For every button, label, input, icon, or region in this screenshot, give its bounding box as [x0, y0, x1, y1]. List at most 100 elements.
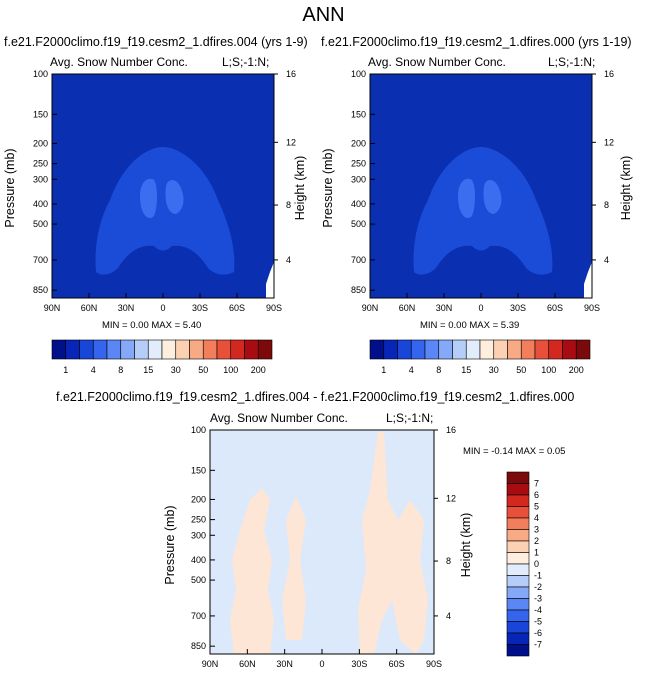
panel-3-xtick-label: 90N [202, 659, 219, 669]
panel-1-ytick-label: 300 [33, 174, 48, 184]
panel-3-xtick-label: 90S [426, 659, 442, 669]
panel-2-colorbar-box [410, 339, 426, 360]
panel-1-ytick-label: 400 [33, 199, 48, 209]
figure-title: ANN [302, 4, 345, 26]
panel-2-y2tick-label: 4 [604, 255, 609, 265]
panel-3-colorbar-label: -4 [534, 605, 542, 615]
panel-3-colorbar-box [506, 506, 530, 519]
panel-3-colorbar-box [506, 529, 530, 542]
panel-1-y2tick-label: 12 [286, 137, 296, 147]
panel-2-right-label: L;S;-1:N; [548, 55, 596, 69]
panel-1-right-label: L;S;-1:N; [222, 55, 270, 69]
panel-3-colorbar-box [506, 621, 530, 634]
panel-2-contour-inner [458, 178, 502, 218]
panel-1-contour-inner [140, 178, 184, 218]
panel-1-ytick-label: 100 [33, 69, 48, 79]
panel-2-title: f.e21.F2000climo.f19_f19.cesm2_1.dfires.… [321, 35, 632, 49]
panel-2-colorbar-box [548, 339, 563, 360]
panel-3-left-label: Avg. Snow Number Conc. [210, 411, 348, 425]
panel-2-colorbar-label: 100 [541, 365, 556, 375]
panel-3-positive-region-right [358, 432, 428, 654]
panel-3-colorbar-label: 3 [534, 525, 539, 535]
panel-2-ytick-label: 250 [351, 159, 366, 169]
panel-3-colorbar-box [506, 575, 530, 588]
panel-3-positive-region-mid [282, 496, 306, 640]
panel-3-colorbar-label: -6 [534, 628, 542, 638]
panel-1-colorbar-label: 4 [91, 365, 96, 375]
panel-1-contour-outer [95, 147, 235, 275]
panel-2-colorbar-box [452, 339, 467, 360]
panel-3-colorbar-label: -5 [534, 617, 542, 627]
panel-3-ytick-label: 500 [191, 575, 206, 585]
panel-1-colorbar-box [216, 339, 232, 360]
panel-3-colorbar-box [506, 552, 530, 565]
panel-3-colorbar-box [506, 483, 530, 496]
panel-3-ytick-label: 200 [191, 494, 206, 504]
panel-2-colorbar-label: 30 [489, 365, 499, 375]
panel-3-colorbar-box [506, 586, 530, 599]
panel-2-contour-outer [413, 147, 553, 275]
panel-3-colorbar-box [506, 540, 530, 553]
panel-1-xtick-label: 60N [81, 303, 98, 313]
panel-3-xtick-label: 60N [239, 659, 256, 669]
panel-2-colorbar-box [534, 339, 550, 360]
panel-3-xtick-label: 30N [276, 659, 293, 669]
panel-2-stats: MIN = 0.00 MAX = 5.39 [420, 320, 520, 331]
panel-3-ytick-label: 400 [191, 555, 206, 565]
panel-3-ytick-label: 150 [191, 465, 206, 475]
panel-3-colorbar-label: 2 [534, 536, 539, 546]
panel-1-colorbar-box [120, 339, 135, 360]
panel-1-ytick-label: 500 [33, 219, 48, 229]
panel-1-ytick-label: 850 [33, 285, 48, 295]
panel-2-colorbar-label: 8 [436, 365, 441, 375]
panel-2-ytick-label: 700 [351, 255, 366, 265]
panel-3-colorbar-label: 5 [534, 502, 539, 512]
panel-3-right-label: L;S;-1:N; [386, 411, 434, 425]
panel-3-colorbar-label: 6 [534, 490, 539, 500]
panel-3-xtick-label: 0 [319, 659, 324, 669]
panel-2-colorbar-box [479, 339, 495, 360]
panel-1-xtick-label: 60S [229, 303, 245, 313]
panel-2-colorbar-box [397, 339, 412, 360]
panel-1-plot [51, 73, 275, 299]
panel-3-plot [209, 429, 435, 655]
panel-2-ytick-label: 200 [351, 138, 366, 148]
panel-1-colorbar-box [161, 339, 177, 360]
panel-3-ytick-label: 700 [191, 611, 206, 621]
panel-1-edge-feature [266, 262, 274, 298]
panel-3-colorbar-box [506, 609, 530, 622]
panel-3-ytick-label: 850 [191, 641, 206, 651]
panel-2-left-label: Avg. Snow Number Conc. [368, 55, 506, 69]
panel-2-colorbar-box [507, 339, 522, 360]
panel-2-xtick-label: 30S [510, 303, 526, 313]
panel-2-xtick-label: 90N [362, 303, 379, 313]
panel-1-colorbar-box [175, 339, 190, 360]
panel-1-colorbar-label: 15 [143, 365, 153, 375]
panel-3-stats: MIN = -0.14 MAX = 0.05 [463, 446, 566, 457]
panel-3-ytick-label: 300 [191, 530, 206, 540]
panel-2-ytick-label: 150 [351, 109, 366, 119]
panel-1-colorbar-box [244, 339, 259, 360]
panel-2-colorbar-box [383, 339, 398, 360]
panel-1-xtick-label: 30S [192, 303, 208, 313]
panel-1-colorbar-label: 8 [118, 365, 123, 375]
panel-2-ytick-label: 300 [351, 174, 366, 184]
panel-2-colorbar-box [424, 339, 440, 360]
panel-2-ytick-label: 500 [351, 219, 366, 229]
panel-1-colorbar-box [92, 339, 108, 360]
panel-2-xtick-label: 60S [547, 303, 563, 313]
panel-1-y2tick-label: 4 [286, 255, 291, 265]
panel-1-title: f.e21.F2000climo.f19_f19.cesm2_1.dfires.… [4, 35, 308, 49]
panel-3-colorbar-box [506, 644, 530, 657]
panel-2-xtick-label: 90S [584, 303, 600, 313]
panel-1-xtick-label: 30N [118, 303, 135, 313]
panel-2-colorbar-label: 50 [516, 365, 526, 375]
panel-3-colorbar-box [506, 517, 530, 530]
panel-1-xtick-label: 0 [160, 303, 165, 313]
panel-3-colorbar-label: -1 [534, 571, 542, 581]
panel-2-colorbar-label: 200 [569, 365, 584, 375]
panel-2-colorbar-label: 15 [461, 365, 471, 375]
panel-3-title: f.e21.F2000climo.f19_f19.cesm2_1.dfires.… [56, 390, 575, 404]
panel-3-y2tick-label: 8 [446, 556, 451, 566]
